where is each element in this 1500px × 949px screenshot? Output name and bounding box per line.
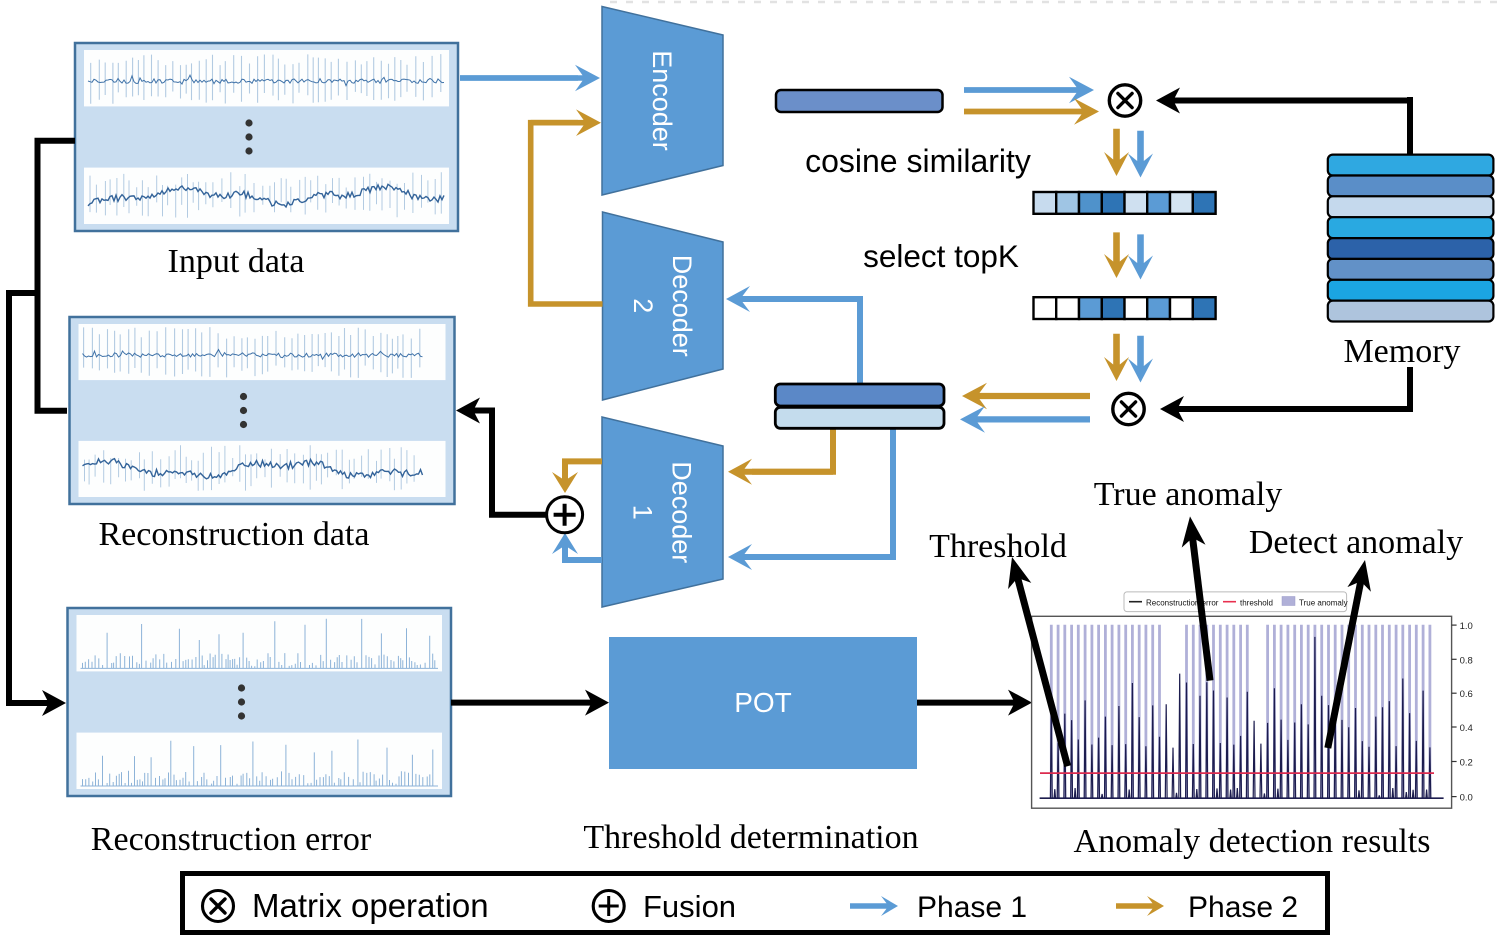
svg-text:0.6: 0.6 <box>1460 689 1473 700</box>
svg-text:True anomaly: True anomaly <box>1299 599 1348 608</box>
svg-text:0.2: 0.2 <box>1460 758 1473 769</box>
svg-text:Detect anomaly: Detect anomaly <box>1249 524 1463 561</box>
svg-text:Phase 1: Phase 1 <box>917 891 1027 924</box>
svg-text:0.0: 0.0 <box>1460 793 1473 804</box>
svg-text:Matrix operation: Matrix operation <box>252 887 489 924</box>
svg-text:Decoder: Decoder <box>667 255 697 357</box>
svg-text:1.0: 1.0 <box>1460 621 1473 632</box>
svg-text:Anomaly detection results: Anomaly detection results <box>1074 823 1431 860</box>
svg-text:Memory: Memory <box>1343 333 1460 370</box>
svg-text:Threshold: Threshold <box>929 528 1067 565</box>
svg-text:threshold: threshold <box>1240 599 1273 608</box>
svg-text:True anomaly: True anomaly <box>1094 476 1283 513</box>
svg-text:Decoder: Decoder <box>667 461 697 563</box>
svg-text:2: 2 <box>628 298 658 313</box>
svg-text:0.4: 0.4 <box>1460 723 1473 734</box>
svg-text:Phase 2: Phase 2 <box>1188 891 1298 924</box>
svg-text:Reconstruction error: Reconstruction error <box>1146 599 1219 608</box>
svg-text:Threshold determination: Threshold determination <box>583 819 918 856</box>
svg-text:cosine similarity: cosine similarity <box>805 143 1031 179</box>
svg-text:POT: POT <box>734 687 792 718</box>
svg-text:Input data: Input data <box>168 243 305 280</box>
svg-text:Encoder: Encoder <box>647 50 677 151</box>
svg-text:select topK: select topK <box>863 238 1019 274</box>
svg-text:0.8: 0.8 <box>1460 655 1473 666</box>
svg-text:Fusion: Fusion <box>643 889 736 924</box>
svg-text:Reconstruction data: Reconstruction data <box>99 516 370 553</box>
svg-text:Reconstruction error: Reconstruction error <box>91 821 372 858</box>
svg-text:1: 1 <box>628 505 658 520</box>
